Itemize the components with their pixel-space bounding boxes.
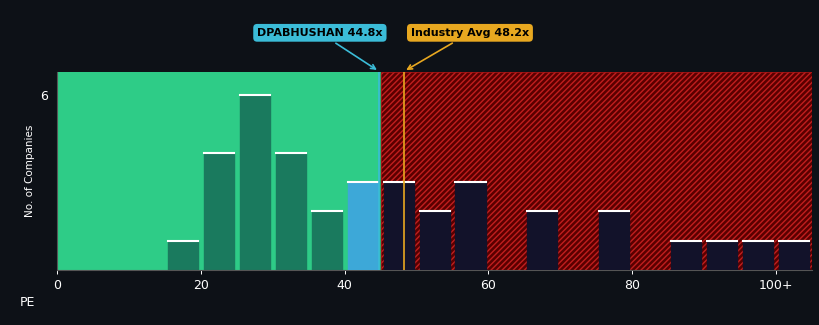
Bar	[311, 212, 342, 270]
Y-axis label: No. of Companies: No. of Companies	[25, 124, 35, 217]
Bar	[455, 182, 485, 270]
Bar	[168, 240, 198, 270]
Bar	[670, 240, 700, 270]
Text: PE: PE	[20, 295, 34, 308]
Bar	[347, 182, 378, 270]
Bar	[778, 240, 808, 270]
Bar	[275, 153, 305, 270]
Bar	[527, 212, 557, 270]
Text: DPABHUSHAN 44.8x: DPABHUSHAN 44.8x	[257, 28, 382, 69]
Bar	[383, 182, 414, 270]
Bar	[706, 240, 736, 270]
Bar	[419, 212, 449, 270]
Bar	[240, 95, 269, 270]
Bar	[599, 212, 628, 270]
Text: Industry Avg 48.2x: Industry Avg 48.2x	[407, 28, 528, 69]
Bar	[380, 72, 811, 270]
Bar	[204, 153, 234, 270]
Bar	[380, 72, 811, 270]
Bar	[57, 72, 380, 270]
Bar	[742, 240, 772, 270]
